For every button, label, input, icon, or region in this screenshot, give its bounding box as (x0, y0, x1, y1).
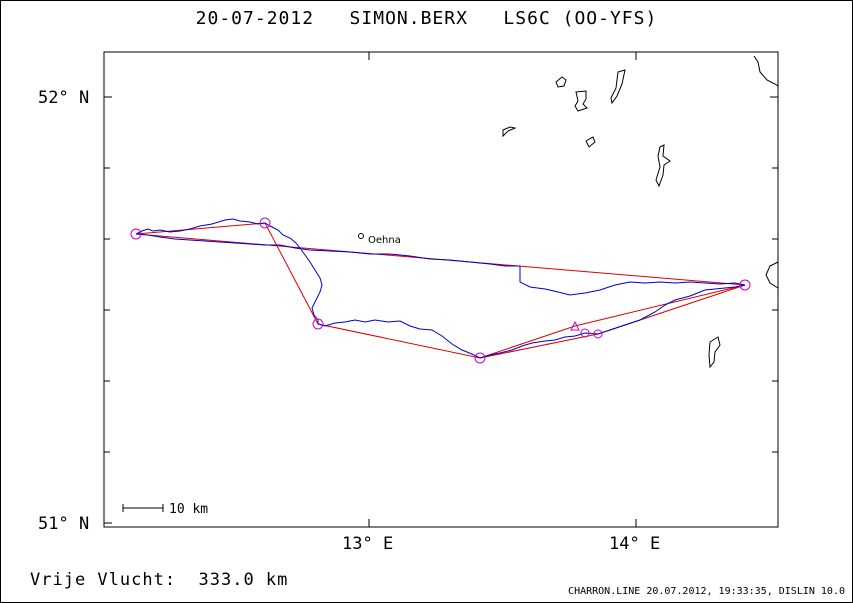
turnpoint-1 (259, 217, 271, 229)
flight-summary: Vrije Vlucht: 333.0 km (30, 570, 289, 590)
flight-track (135, 218, 746, 359)
water-outlines (502, 55, 779, 369)
scale-bar (122, 504, 164, 512)
right-ticks (770, 96, 778, 453)
place-label-oehna: Oehna (368, 235, 401, 246)
task-route (135, 222, 746, 359)
place-marker-oehna (358, 233, 364, 239)
lon-label-14: 14° E (609, 534, 661, 554)
lon-label-13: 13° E (342, 534, 394, 554)
finish-triangle (570, 320, 580, 331)
turnpoint-start (130, 228, 142, 240)
scale-bar-label: 10 km (169, 502, 208, 517)
turnpoints (130, 217, 751, 364)
turnpoint-4 (580, 328, 590, 338)
turnpoint-3 (474, 352, 486, 364)
bottom-ticks (368, 519, 637, 527)
turnpoint-5 (593, 329, 603, 339)
turnpoint-2 (312, 318, 324, 330)
turnpoint-6 (739, 279, 751, 291)
map-border (103, 51, 779, 528)
credit-line: CHARRON.LINE 20.07.2012, 19:33:35, DISLI… (568, 586, 845, 597)
lat-label-51: 51° N (38, 514, 90, 534)
map-title: 20-07-2012 SIMON.BERX LS6C (OO-YFS) (195, 8, 658, 29)
lat-label-52: 52° N (38, 88, 90, 108)
top-ticks (368, 52, 637, 60)
left-ticks (104, 96, 112, 524)
